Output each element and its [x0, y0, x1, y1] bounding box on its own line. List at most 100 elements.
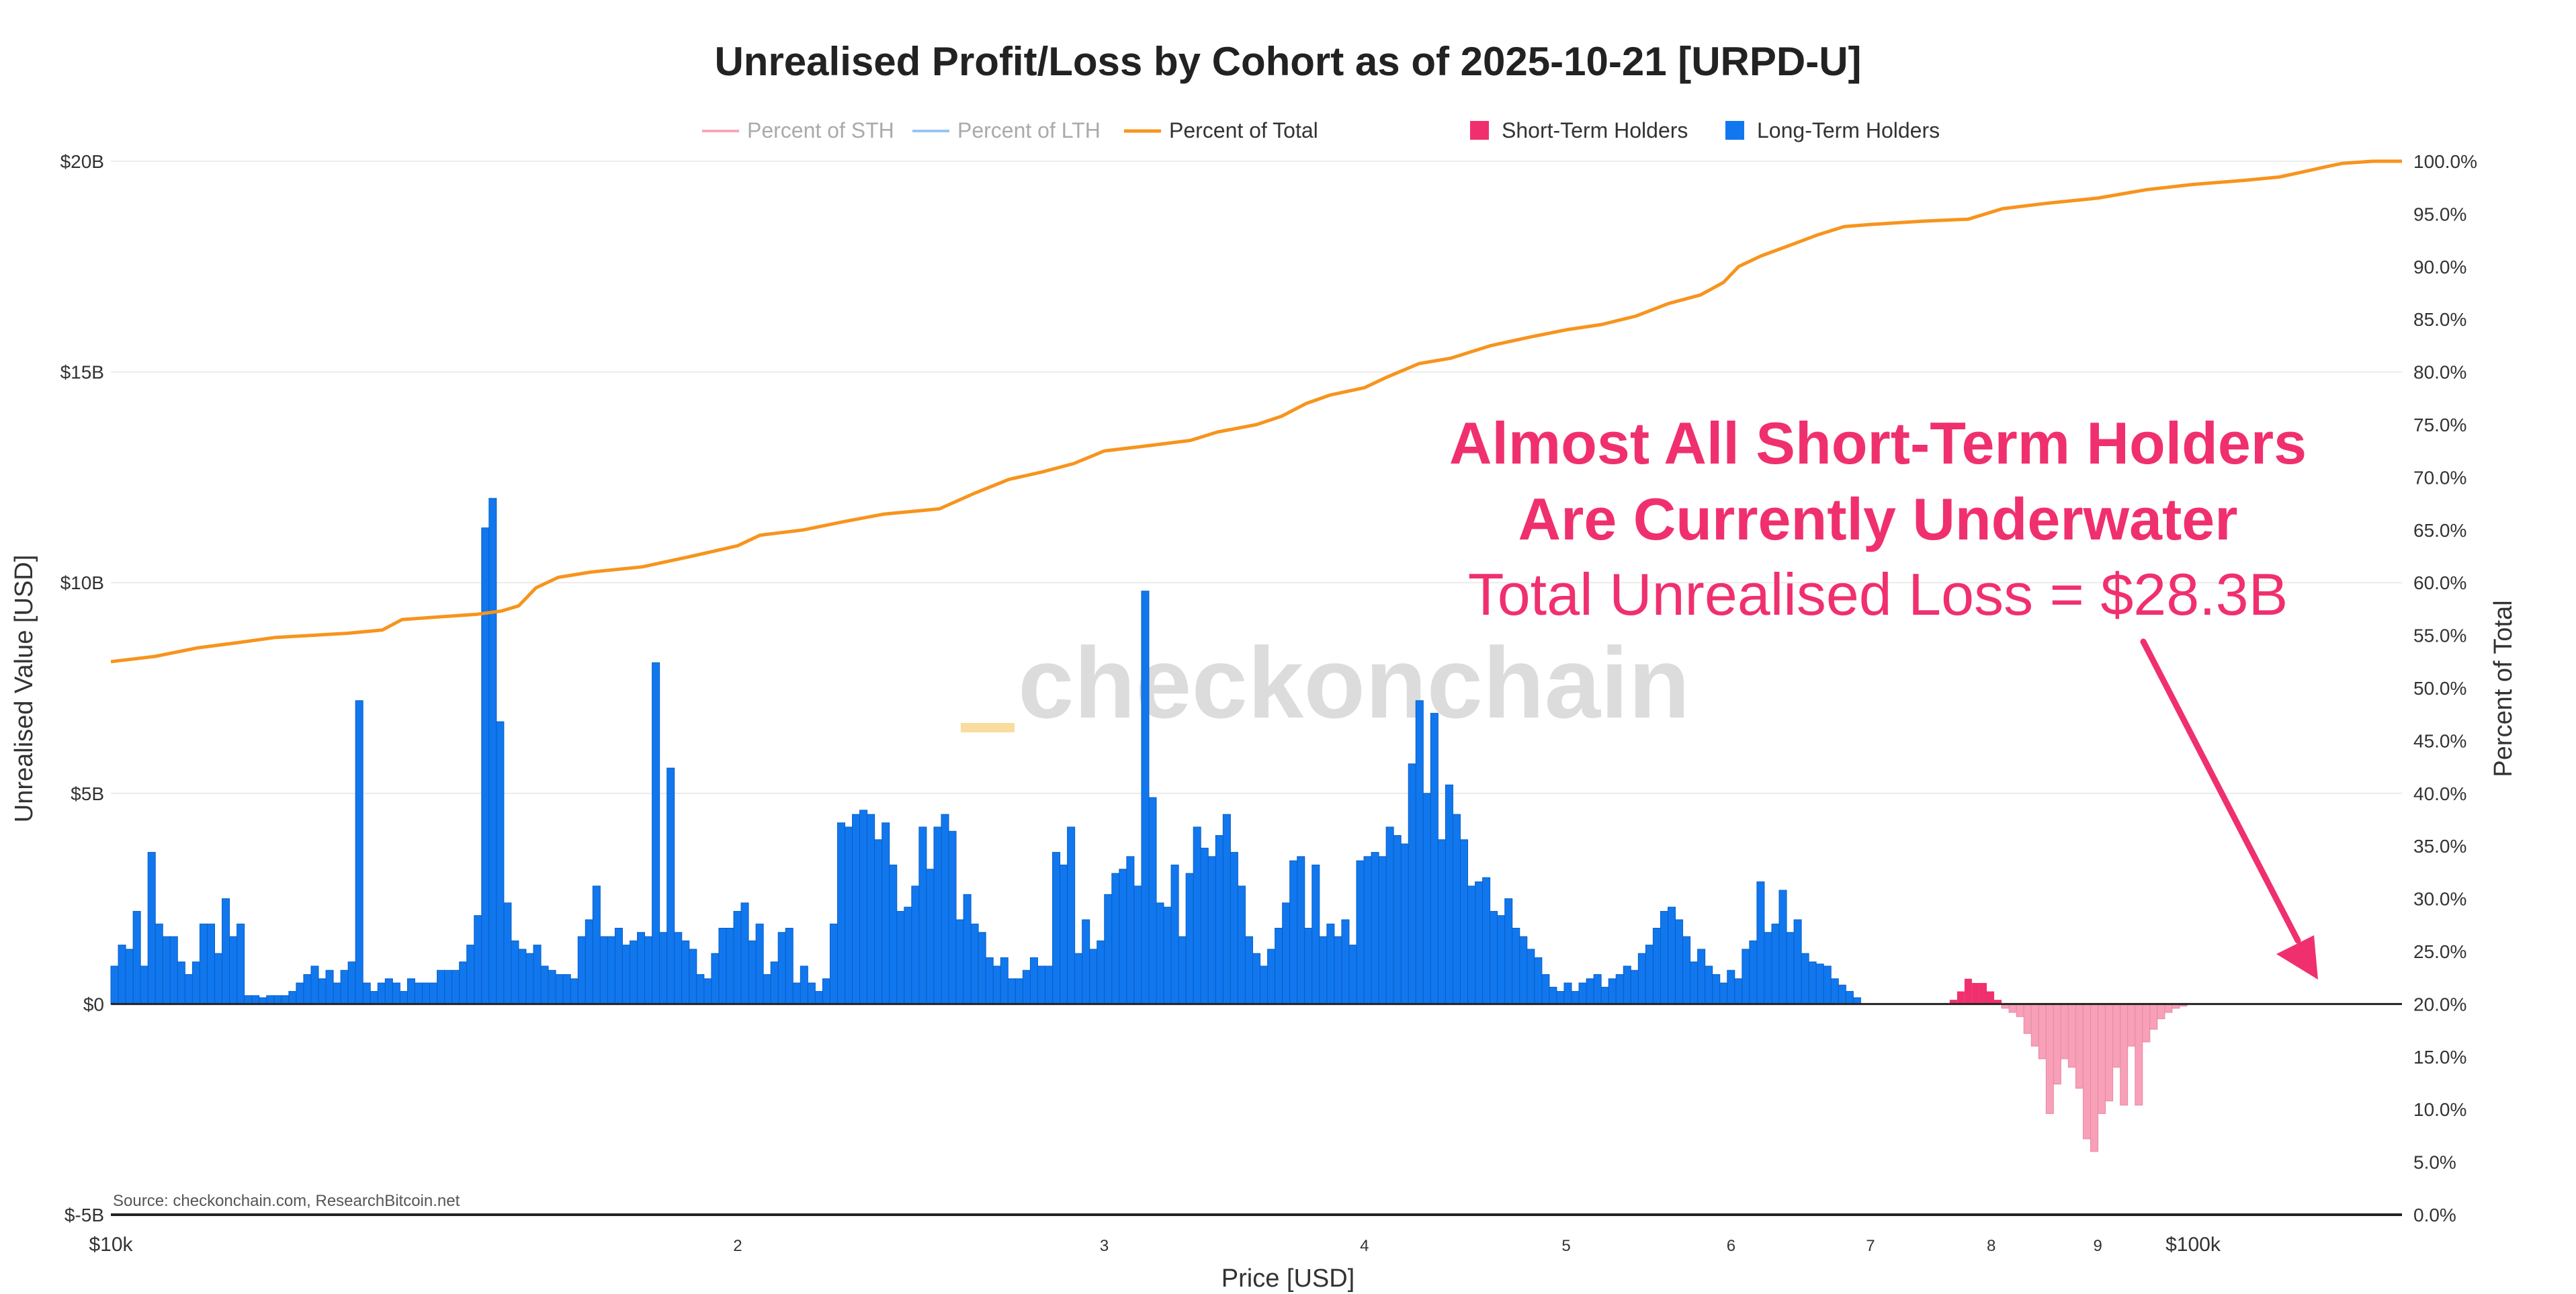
lth-bar	[1260, 965, 1269, 1004]
axes	[111, 1002, 2402, 1216]
lth-bar	[1838, 984, 1846, 1004]
lth-bar	[948, 830, 957, 1004]
lth-bar	[273, 995, 282, 1004]
lth-bar	[237, 923, 245, 1004]
x-tick-label: 4	[1360, 1237, 1369, 1255]
legend-label-total-pct[interactable]: Percent of Total	[1169, 118, 1318, 142]
lth-bar	[814, 991, 823, 1004]
ticks: $20B $15B $10B $5B $0 $-5B 0.0% 5.0% 10.0% 15.0% 2…	[60, 151, 2477, 1256]
lth-bar	[882, 822, 890, 1004]
lth-bar	[1097, 940, 1105, 1004]
lth-bar	[1652, 928, 1661, 1004]
lth-bar	[652, 662, 660, 1004]
lth-bar	[918, 826, 927, 1004]
lth-bar	[1378, 856, 1387, 1004]
lth-bar	[1363, 856, 1372, 1004]
lth-bar	[184, 974, 193, 1004]
lth-bar	[1578, 982, 1587, 1004]
lth-bar	[955, 919, 964, 1004]
y-axis-title: Unrealised Value [USD]	[10, 555, 38, 822]
lth-bar	[1771, 923, 1780, 1004]
lth-bar	[807, 982, 816, 1004]
lth-bar	[481, 527, 490, 1004]
lth-bar	[1230, 852, 1238, 1004]
lth-bar	[421, 982, 431, 1004]
sth-loss-bar	[2038, 1003, 2047, 1060]
lth-bar	[614, 928, 623, 1004]
legend-label-sth-pct[interactable]: Percent of STH	[747, 118, 894, 142]
lth-bar	[1029, 957, 1038, 1004]
annotation-line-1: Almost All Short-Term Holders	[1449, 410, 2307, 476]
lth-bar	[1371, 852, 1379, 1004]
lth-bar	[1089, 949, 1098, 1004]
lth-bar	[1282, 902, 1291, 1004]
lth-bar	[1415, 700, 1424, 1004]
lth-bar	[1534, 957, 1543, 1004]
lth-bar	[592, 886, 601, 1004]
lth-bar	[206, 923, 215, 1004]
sth-loss-bar	[2142, 1003, 2151, 1043]
y2-tick-label: 85.0%	[2413, 309, 2466, 330]
sth-bar	[1979, 983, 1987, 1004]
lth-bar	[199, 923, 208, 1004]
lth-bar	[1348, 945, 1357, 1004]
y2-tick-label: 55.0%	[2413, 626, 2466, 646]
lth-bar	[1682, 936, 1691, 1004]
lth-bar	[1490, 910, 1498, 1004]
lth-bar	[1808, 961, 1817, 1004]
lth-bar	[1193, 826, 1201, 1004]
lth-bar	[1793, 919, 1802, 1004]
lth-bar	[963, 894, 972, 1004]
lth-bar	[1156, 902, 1164, 1004]
y-tick-label: $5B	[71, 783, 104, 804]
lth-bar	[777, 932, 786, 1004]
lth-bar	[1163, 906, 1172, 1004]
lth-bar	[1275, 928, 1283, 1004]
lth-bar	[1475, 881, 1484, 1004]
lth-bar	[1608, 978, 1617, 1004]
lth-bar	[829, 923, 838, 1004]
sth-loss-bar	[2105, 1003, 2114, 1102]
lth-bar	[1815, 963, 1824, 1004]
lth-bar	[229, 936, 238, 1004]
lth-bar	[251, 995, 260, 1004]
lth-bar	[941, 814, 949, 1004]
lth-bar	[1556, 991, 1565, 1004]
lth-bar	[1615, 974, 1624, 1004]
lth-bar	[244, 995, 253, 1004]
x-tick-label: 8	[1987, 1237, 1995, 1255]
y2-tick-label: 30.0%	[2413, 889, 2466, 910]
lth-bar	[155, 923, 163, 1004]
x-tick-label: 6	[1727, 1237, 1735, 1255]
watermark-dash	[961, 723, 1015, 732]
annotation-arrow-head	[2276, 935, 2318, 980]
legend-label-sth[interactable]: Short-Term Holders	[1502, 118, 1688, 142]
sth-loss-bar	[2112, 1003, 2121, 1068]
lth-bar	[1111, 873, 1120, 1004]
y2-tick-label: 5.0%	[2413, 1152, 2456, 1173]
sth-loss-bar	[2120, 1003, 2129, 1106]
y2-tick-label: 15.0%	[2413, 1047, 2466, 1068]
lth-bar	[147, 852, 156, 1004]
lth-bar	[355, 700, 363, 1004]
x-axis-title: Price [USD]	[1221, 1264, 1355, 1293]
legend-label-lth-pct[interactable]: Percent of LTH	[957, 118, 1101, 142]
lth-bar	[1400, 843, 1409, 1004]
lth-bar	[1742, 949, 1750, 1004]
lth-bar	[800, 965, 808, 1004]
lth-bar	[859, 810, 868, 1004]
legend-swatch-sth	[1470, 121, 1489, 140]
lth-bar	[696, 974, 705, 1004]
lth-bar	[222, 898, 230, 1004]
lth-bar	[674, 932, 683, 1004]
legend-label-lth[interactable]: Long-Term Holders	[1757, 118, 1940, 142]
lth-bar	[703, 978, 712, 1004]
sth-loss-bar	[2075, 1003, 2084, 1089]
lth-bar	[1452, 814, 1461, 1004]
sth-loss-bar	[2060, 1003, 2069, 1060]
lth-bar	[629, 940, 638, 1004]
legend-swatch-lth	[1725, 121, 1744, 140]
lth-bar	[985, 957, 994, 1004]
y2-tick-label: 75.0%	[2413, 415, 2466, 435]
lth-bar	[1297, 856, 1305, 1004]
